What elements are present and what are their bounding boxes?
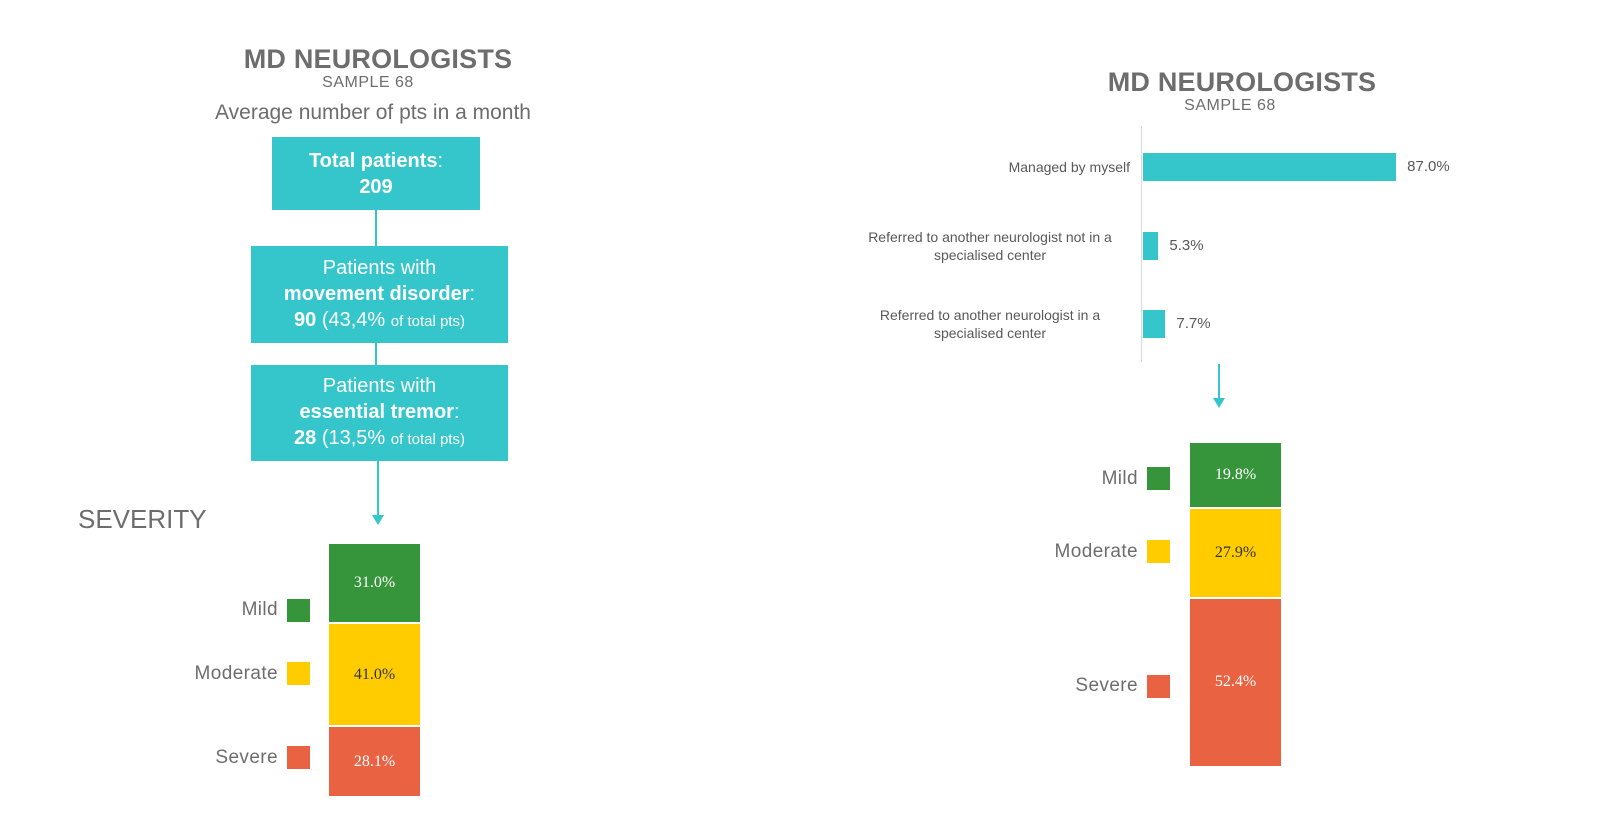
legend-swatch xyxy=(1147,467,1170,491)
tremor-bold: essential tremor xyxy=(299,401,454,423)
legend-label: Moderate xyxy=(1054,540,1138,562)
legend-label: Mild xyxy=(1101,467,1138,489)
severity-value-label: 31.0% xyxy=(353,574,396,592)
bar-value-label: 87.0% xyxy=(1407,158,1450,175)
tremor-pct-note: of total pts) xyxy=(390,431,465,448)
legend-label: Mild xyxy=(241,599,278,621)
down-arrow-icon xyxy=(372,461,384,525)
legend-item-moderate: Moderate xyxy=(195,661,310,687)
severity-value-label: 28.1% xyxy=(353,752,396,770)
severity-value-label: 27.9% xyxy=(1214,543,1257,561)
legend-item-mild: Mild xyxy=(1102,466,1170,492)
severity-segment-moderate: 41.0% xyxy=(329,624,420,726)
tremor-line1: Patients with xyxy=(322,375,437,397)
severity-segment-mild: 31.0% xyxy=(329,544,420,623)
left-severity-legend: Mild Moderate Severe xyxy=(150,544,310,796)
connector-line xyxy=(375,210,377,246)
left-severity-stack: 31.0% 41.0% 28.1% xyxy=(329,544,420,796)
bar-category-line: Referred to another neurologist not in a xyxy=(868,229,1112,245)
total-patients-box: Total patients: 209 xyxy=(272,137,480,210)
bar xyxy=(1143,232,1159,260)
right-severity-stack: 19.8% 27.9% 52.4% xyxy=(1190,443,1281,766)
left-heading: Average number of pts in a month xyxy=(215,101,531,124)
down-arrow-icon xyxy=(1213,364,1225,408)
movement-bold: movement disorder xyxy=(283,282,470,305)
right-title: MD NEUROLOGISTS xyxy=(1107,67,1377,97)
legend-swatch xyxy=(287,746,310,770)
bar xyxy=(1143,153,1397,181)
bar-chart-axis xyxy=(1141,126,1142,362)
total-patients-label: Total patients xyxy=(308,149,438,172)
legend-item-mild: Mild xyxy=(242,597,310,623)
legend-swatch xyxy=(1147,674,1170,698)
essential-tremor-box: Patients with essential tremor: 28 (13,5… xyxy=(251,365,508,461)
movement-pct-note: of total pts) xyxy=(390,312,465,330)
legend-item-severe: Severe xyxy=(1075,673,1170,699)
bar-value-label: 5.3% xyxy=(1169,237,1204,254)
legend-label: Severe xyxy=(1075,675,1138,697)
movement-value: 90 xyxy=(294,308,317,331)
severity-segment-severe: 28.1% xyxy=(329,727,420,796)
severity-segment-moderate: 27.9% xyxy=(1190,508,1281,597)
bar xyxy=(1143,310,1166,338)
total-patients-value: 209 xyxy=(359,175,393,198)
severity-value-label: 19.8% xyxy=(1214,465,1257,483)
right-subtitle: SAMPLE 68 xyxy=(1184,97,1276,114)
bar-category-label: Referred to another neurologist in a spec… xyxy=(850,306,1130,342)
movement-disorder-box: Patients with movement disorder: 90 (43,… xyxy=(251,246,508,343)
movement-line1: Patients with xyxy=(322,256,437,279)
tremor-pct: (13,5% xyxy=(321,427,386,449)
bar-category-line: specialised center xyxy=(933,325,1047,341)
bar-category-line: Managed by myself xyxy=(1008,159,1130,175)
bar-category-line: Referred to another neurologist in a xyxy=(879,307,1101,323)
legend-swatch xyxy=(1147,540,1170,564)
legend-item-moderate: Moderate xyxy=(1055,539,1170,565)
legend-item-severe: Severe xyxy=(215,745,310,771)
severity-value-label: 52.4% xyxy=(1214,673,1257,691)
managing-bar-chart: Managed by myself 87.0% Referred to anothe… xyxy=(860,126,1500,362)
legend-label: Severe xyxy=(215,746,278,768)
bar-category-label: Referred to another neurologist not in a… xyxy=(850,228,1130,264)
left-title: MD NEUROLOGISTS xyxy=(243,44,513,74)
bar-value-label: 7.7% xyxy=(1176,315,1211,332)
legend-swatch xyxy=(287,598,310,622)
movement-sep: : xyxy=(469,282,476,305)
tremor-sep: : xyxy=(453,401,460,423)
legend-swatch xyxy=(287,662,310,686)
severity-segment-mild: 19.8% xyxy=(1190,443,1281,507)
severity-value-label: 41.0% xyxy=(353,665,396,683)
right-severity-legend: Mild Moderate Severe xyxy=(990,443,1170,766)
severity-title: SEVERITY xyxy=(78,504,207,534)
total-patients-sep: : xyxy=(437,149,444,172)
severity-segment-severe: 52.4% xyxy=(1190,598,1281,766)
legend-label: Moderate xyxy=(194,662,278,684)
bar-category-line: specialised center xyxy=(933,247,1047,263)
tremor-value: 28 xyxy=(294,427,317,449)
movement-pct: (43,4% xyxy=(321,308,386,331)
left-subtitle: SAMPLE 68 xyxy=(322,74,414,91)
connector-line xyxy=(375,343,377,365)
bar-category-label: Managed by myself xyxy=(850,158,1130,176)
